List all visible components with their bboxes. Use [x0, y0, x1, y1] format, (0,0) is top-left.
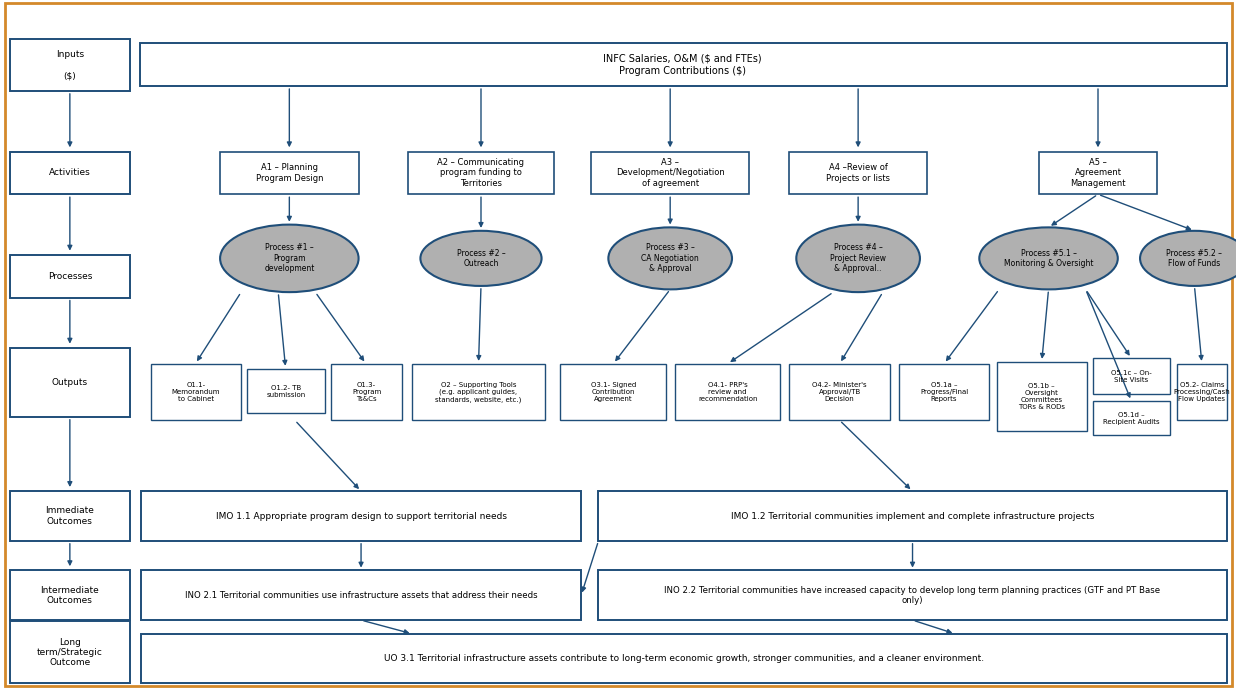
Text: Inputs

($): Inputs ($) — [56, 50, 84, 80]
FancyBboxPatch shape — [412, 364, 545, 420]
Text: O4.1- PRP's
review and
recommendation: O4.1- PRP's review and recommendation — [698, 382, 758, 402]
Text: Immediate
Outcomes: Immediate Outcomes — [46, 506, 94, 526]
FancyBboxPatch shape — [675, 364, 780, 420]
Text: Process #1 –
Program
development: Process #1 – Program development — [264, 243, 314, 274]
Ellipse shape — [1140, 231, 1238, 286]
FancyBboxPatch shape — [220, 152, 359, 194]
Text: Process #3 –
CA Negotiation
& Approval: Process #3 – CA Negotiation & Approval — [641, 243, 699, 274]
Ellipse shape — [608, 227, 732, 289]
FancyBboxPatch shape — [591, 152, 749, 194]
Text: Process #5.1 –
Monitoring & Oversight: Process #5.1 – Monitoring & Oversight — [1004, 249, 1093, 268]
FancyBboxPatch shape — [1177, 364, 1227, 420]
Text: O5.1a –
Progress/Final
Reports: O5.1a – Progress/Final Reports — [920, 382, 968, 402]
FancyBboxPatch shape — [10, 152, 130, 194]
FancyBboxPatch shape — [1093, 401, 1170, 435]
Text: A4 –Review of
Projects or lists: A4 –Review of Projects or lists — [826, 163, 890, 183]
FancyBboxPatch shape — [141, 491, 581, 541]
Text: O1.3-
Program
Ts&Cs: O1.3- Program Ts&Cs — [352, 382, 381, 402]
Ellipse shape — [796, 225, 920, 292]
FancyBboxPatch shape — [10, 39, 130, 91]
Text: Process #2 –
Outreach: Process #2 – Outreach — [457, 249, 505, 268]
Text: O1.1-
Memorandum
to Cabinet: O1.1- Memorandum to Cabinet — [172, 382, 220, 402]
FancyBboxPatch shape — [560, 364, 666, 420]
FancyBboxPatch shape — [789, 364, 890, 420]
Text: O5.1c – On-
Site Visits: O5.1c – On- Site Visits — [1110, 370, 1151, 382]
Text: IMO 1.1 Appropriate program design to support territorial needs: IMO 1.1 Appropriate program design to su… — [215, 511, 506, 521]
FancyBboxPatch shape — [10, 348, 130, 417]
FancyBboxPatch shape — [10, 491, 130, 541]
FancyBboxPatch shape — [598, 491, 1227, 541]
FancyBboxPatch shape — [997, 362, 1087, 431]
Text: O1.2- TB
submission: O1.2- TB submission — [266, 384, 306, 398]
Text: INO 2.1 Territorial communities use infrastructure assets that address their nee: INO 2.1 Territorial communities use infr… — [184, 590, 537, 600]
Text: O5.1d –
Recipient Audits: O5.1d – Recipient Audits — [1103, 412, 1160, 424]
Text: A3 –
Development/Negotiation
of agreement: A3 – Development/Negotiation of agreemen… — [615, 158, 724, 188]
Text: Activities: Activities — [50, 168, 90, 178]
Text: Intermediate
Outcomes: Intermediate Outcomes — [41, 586, 99, 605]
FancyBboxPatch shape — [151, 364, 241, 420]
Text: UO 3.1 Territorial infrastructure assets contribute to long-term economic growth: UO 3.1 Territorial infrastructure assets… — [384, 654, 984, 664]
FancyBboxPatch shape — [248, 369, 326, 413]
FancyBboxPatch shape — [140, 43, 1227, 86]
FancyBboxPatch shape — [1039, 152, 1158, 194]
Text: Processes: Processes — [48, 271, 92, 281]
Text: O3.1- Signed
Contribution
Agreement: O3.1- Signed Contribution Agreement — [591, 382, 636, 402]
FancyBboxPatch shape — [10, 570, 130, 620]
Text: O2 – Supporting Tools
(e.g. applicant guides,
standards, website, etc.): O2 – Supporting Tools (e.g. applicant gu… — [436, 382, 521, 402]
Text: Long
term/Strategic
Outcome: Long term/Strategic Outcome — [37, 637, 103, 668]
Text: INFC Salaries, O&M ($ and FTEs)
Program Contributions ($): INFC Salaries, O&M ($ and FTEs) Program … — [603, 54, 761, 76]
Text: A2 – Communicating
program funding to
Territories: A2 – Communicating program funding to Te… — [437, 158, 525, 188]
FancyBboxPatch shape — [332, 364, 402, 420]
Text: O4.2- Minister's
Approval/TB
Decision: O4.2- Minister's Approval/TB Decision — [812, 382, 867, 402]
FancyBboxPatch shape — [409, 152, 553, 194]
Text: Process #5.2 –
Flow of Funds: Process #5.2 – Flow of Funds — [1166, 249, 1222, 268]
Text: A1 – Planning
Program Design: A1 – Planning Program Design — [255, 163, 323, 183]
Ellipse shape — [421, 231, 541, 286]
FancyBboxPatch shape — [141, 634, 1227, 683]
FancyBboxPatch shape — [899, 364, 989, 420]
FancyBboxPatch shape — [598, 570, 1227, 620]
Text: O5.1b –
Oversight
Committees
TORs & RODs: O5.1b – Oversight Committees TORs & RODs — [1018, 382, 1065, 410]
Text: INO 2.2 Territorial communities have increased capacity to develop long term pla: INO 2.2 Territorial communities have inc… — [665, 586, 1160, 605]
Text: Process #4 –
Project Review
& Approval..: Process #4 – Project Review & Approval.. — [831, 243, 886, 274]
FancyBboxPatch shape — [141, 570, 581, 620]
FancyBboxPatch shape — [10, 621, 130, 683]
FancyBboxPatch shape — [789, 152, 927, 194]
Text: Outputs: Outputs — [52, 378, 88, 387]
FancyBboxPatch shape — [1093, 358, 1170, 394]
Ellipse shape — [220, 225, 359, 292]
Text: O5.2- Claims
Processing/Cash
Flow Updates: O5.2- Claims Processing/Cash Flow Update… — [1174, 382, 1231, 402]
Text: A5 –
Agreement
Management: A5 – Agreement Management — [1071, 158, 1125, 188]
Text: IMO 1.2 Territorial communities implement and complete infrastructure projects: IMO 1.2 Territorial communities implemen… — [730, 511, 1094, 521]
FancyBboxPatch shape — [10, 255, 130, 298]
Ellipse shape — [979, 227, 1118, 289]
